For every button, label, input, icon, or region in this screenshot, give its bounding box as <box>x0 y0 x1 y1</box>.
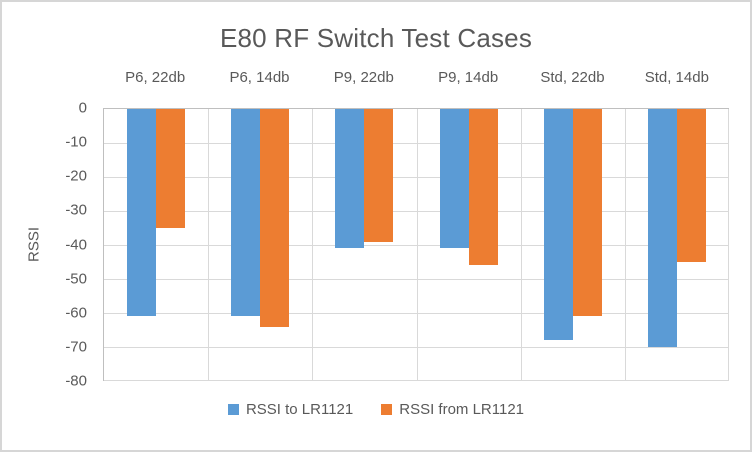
y-tick-label: -10 <box>65 133 87 151</box>
bar-group <box>312 109 416 381</box>
bar <box>572 109 602 317</box>
bar-group <box>104 109 208 381</box>
bar-group <box>521 109 625 381</box>
category-label: P9, 14db <box>438 69 499 86</box>
bar <box>676 109 706 262</box>
y-tick-label: -20 <box>65 167 87 185</box>
legend-item: RSSI from LR1121 <box>381 401 524 418</box>
bar <box>543 109 573 341</box>
gridline-vertical <box>312 109 314 381</box>
y-tick-label: -70 <box>65 338 87 356</box>
category-label: P6, 14db <box>229 69 290 86</box>
bar-group <box>625 109 729 381</box>
gridline-vertical <box>728 109 729 381</box>
gridline-vertical <box>416 109 418 381</box>
y-tick-label: 0 <box>78 99 87 117</box>
category-labels: P6, 22db P6, 14db P9, 22db P9, 14db Std, 22d… <box>103 69 729 86</box>
bar <box>156 109 186 228</box>
bar <box>468 109 498 266</box>
legend-swatch-icon <box>227 404 239 415</box>
bar <box>260 109 290 327</box>
bar-group <box>208 109 312 381</box>
y-axis-tick-labels: 0 -10 -20 -30 -40 -50 -60 -70 -80 <box>2 100 87 390</box>
category-label: P6, 22db <box>125 69 186 86</box>
legend-item: RSSI to LR1121 <box>227 401 354 418</box>
gridline-vertical <box>208 109 210 381</box>
legend-swatch-icon <box>381 404 393 415</box>
bar-group <box>417 109 521 381</box>
y-tick-label: -50 <box>65 270 87 288</box>
bar <box>439 109 469 249</box>
chart-title: E80 RF Switch Test Cases <box>219 23 533 53</box>
legend-label: RSSI from LR1121 <box>399 401 525 418</box>
bar <box>335 109 365 249</box>
y-tick-label: -40 <box>65 236 87 253</box>
gridline-vertical <box>520 109 522 381</box>
plot-area <box>103 108 729 381</box>
y-tick-label: -30 <box>65 201 87 219</box>
y-tick-label: -80 <box>65 372 87 390</box>
category-label: Std, 22db <box>540 69 605 86</box>
legend-label: RSSI to LR1121 <box>245 401 354 418</box>
legend: RSSI to LR1121 RSSI from LR1121 <box>2 401 750 418</box>
bar <box>647 109 677 347</box>
gridline-vertical <box>624 109 626 381</box>
category-label: Std, 14db <box>644 69 709 86</box>
bar <box>231 109 261 317</box>
bar <box>127 109 157 317</box>
y-tick-label: -60 <box>65 304 87 322</box>
category-label: P9, 22db <box>333 69 394 86</box>
bar <box>364 109 394 242</box>
